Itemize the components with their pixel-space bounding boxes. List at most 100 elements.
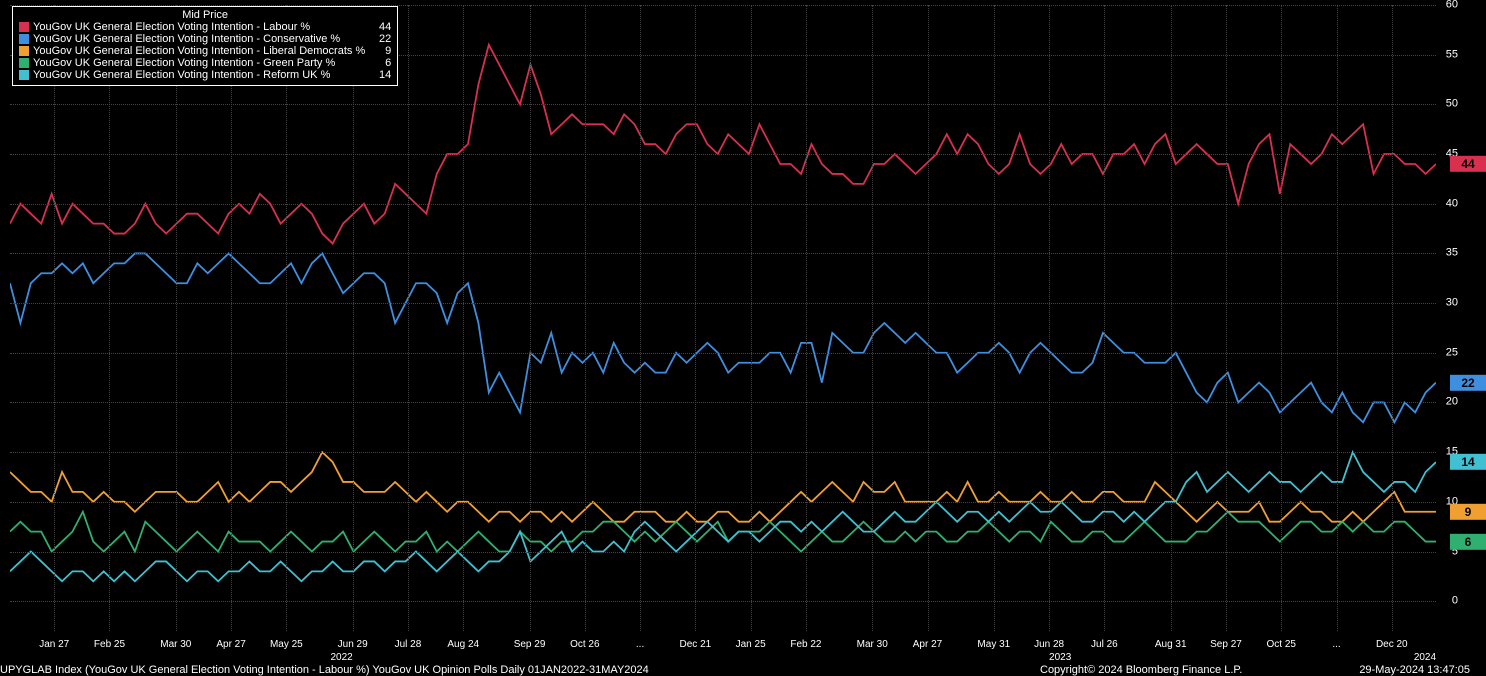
grid-line-v — [1281, 5, 1282, 631]
legend-row-conservative[interactable]: YouGov UK General Election Voting Intent… — [19, 33, 391, 45]
x-tick-label: Sep 27 — [1210, 639, 1242, 650]
grid-line-v — [1392, 5, 1393, 631]
legend-box: Mid Price YouGov UK General Election Vot… — [12, 6, 398, 86]
y-tick-label: 55 — [1438, 49, 1458, 60]
grid-line-v — [176, 5, 177, 631]
legend-value: 9 — [369, 45, 391, 57]
grid-line-v — [408, 5, 409, 631]
x-tick-label: Dec 21 — [680, 639, 712, 650]
grid-line-h — [10, 402, 1436, 403]
series-marker-green: 6 — [1450, 533, 1486, 549]
x-tick-label: Mar 30 — [160, 639, 191, 650]
series-marker-conservative: 22 — [1450, 374, 1486, 390]
legend-swatch — [19, 46, 29, 56]
x-tick-label: Oct 25 — [1267, 639, 1296, 650]
x-year-label: 2022 — [331, 652, 353, 663]
grid-line-v — [530, 5, 531, 631]
x-tick-label: Jan 25 — [736, 639, 766, 650]
x-tick-label: Aug 24 — [447, 639, 479, 650]
legend-swatch — [19, 34, 29, 44]
x-tick-label: Jul 26 — [1091, 639, 1118, 650]
x-tick-label: Feb 22 — [790, 639, 821, 650]
x-year-label: 2023 — [1049, 652, 1071, 663]
grid-line-v — [109, 5, 110, 631]
x-tick-label: Sep 29 — [514, 639, 546, 650]
legend-value: 44 — [369, 21, 391, 33]
grid-line-h — [10, 552, 1436, 553]
series-marker-libdem: 9 — [1450, 504, 1486, 520]
series-line-green — [10, 512, 1436, 552]
x-tick-label: Feb 25 — [94, 639, 125, 650]
grid-line-h — [10, 452, 1436, 453]
x-tick-label: May 25 — [270, 639, 303, 650]
grid-line-v — [585, 5, 586, 631]
legend-label: YouGov UK General Election Voting Intent… — [33, 45, 365, 57]
grid-line-h — [10, 204, 1436, 205]
grid-line-h — [10, 154, 1436, 155]
grid-line-h — [10, 303, 1436, 304]
x-tick-label: May 31 — [977, 639, 1010, 650]
legend-row-labour[interactable]: YouGov UK General Election Voting Intent… — [19, 21, 391, 33]
grid-line-h — [10, 104, 1436, 105]
y-tick-label: 35 — [1438, 248, 1458, 259]
y-tick-label: 25 — [1438, 347, 1458, 358]
grid-line-v — [463, 5, 464, 631]
grid-line-v — [806, 5, 807, 631]
legend-label: YouGov UK General Election Voting Intent… — [33, 69, 365, 81]
x-tick-label: Jun 28 — [1034, 639, 1064, 650]
grid-line-h — [10, 253, 1436, 254]
grid-line-v — [54, 5, 55, 631]
series-marker-labour: 44 — [1450, 156, 1486, 172]
x-year-label: 2024 — [1414, 652, 1436, 663]
x-tick-label: Jul 28 — [395, 639, 422, 650]
legend-swatch — [19, 70, 29, 80]
legend-value: 14 — [369, 69, 391, 81]
legend-value: 22 — [369, 33, 391, 45]
chart-plot-area[interactable] — [10, 5, 1436, 631]
grid-line-v — [872, 5, 873, 631]
y-tick-label: 0 — [1438, 596, 1458, 607]
footer-timestamp: 29-May-2024 13:47:05 — [1359, 664, 1470, 676]
grid-line-v — [695, 5, 696, 631]
legend-swatch — [19, 22, 29, 32]
grid-line-v — [1337, 5, 1338, 631]
grid-line-v — [751, 5, 752, 631]
grid-line-h — [10, 601, 1436, 602]
grid-line-v — [231, 5, 232, 631]
grid-line-v — [353, 5, 354, 631]
x-tick-label: Dec 20 — [1376, 639, 1408, 650]
footer-description: UPYGLAB Index (YouGov UK General Electio… — [0, 664, 649, 676]
grid-line-v — [640, 5, 641, 631]
legend-row-green[interactable]: YouGov UK General Election Voting Intent… — [19, 57, 391, 69]
grid-line-v — [928, 5, 929, 631]
y-tick-label: 50 — [1438, 99, 1458, 110]
x-tick-label: Mar 30 — [857, 639, 888, 650]
legend-label: YouGov UK General Election Voting Intent… — [33, 33, 365, 45]
x-tick-label: ... — [1332, 639, 1340, 650]
series-marker-reform: 14 — [1450, 454, 1486, 470]
grid-line-v — [1171, 5, 1172, 631]
legend-row-libdem[interactable]: YouGov UK General Election Voting Intent… — [19, 45, 391, 57]
grid-line-v — [994, 5, 995, 631]
legend-row-reform[interactable]: YouGov UK General Election Voting Intent… — [19, 69, 391, 81]
chart-lines-svg — [10, 5, 1436, 631]
legend-value: 6 — [369, 57, 391, 69]
y-tick-label: 20 — [1438, 397, 1458, 408]
x-tick-label: Aug 31 — [1155, 639, 1187, 650]
y-tick-label: 40 — [1438, 198, 1458, 209]
x-tick-label: Oct 26 — [570, 639, 599, 650]
x-tick-label: Apr 27 — [913, 639, 942, 650]
grid-line-h — [10, 353, 1436, 354]
legend-label: YouGov UK General Election Voting Intent… — [33, 57, 365, 69]
y-tick-label: 60 — [1438, 0, 1458, 11]
x-tick-label: Jun 29 — [338, 639, 368, 650]
bloomberg-terminal: Mid Price YouGov UK General Election Vot… — [0, 0, 1486, 676]
series-line-libdem — [10, 452, 1436, 522]
grid-line-v — [1049, 5, 1050, 631]
grid-line-v — [286, 5, 287, 631]
legend-label: YouGov UK General Election Voting Intent… — [33, 21, 365, 33]
footer-copyright: Copyright© 2024 Bloomberg Finance L.P. — [1040, 664, 1242, 676]
x-tick-label: Apr 27 — [216, 639, 245, 650]
grid-line-v — [1104, 5, 1105, 631]
grid-line-h — [10, 502, 1436, 503]
